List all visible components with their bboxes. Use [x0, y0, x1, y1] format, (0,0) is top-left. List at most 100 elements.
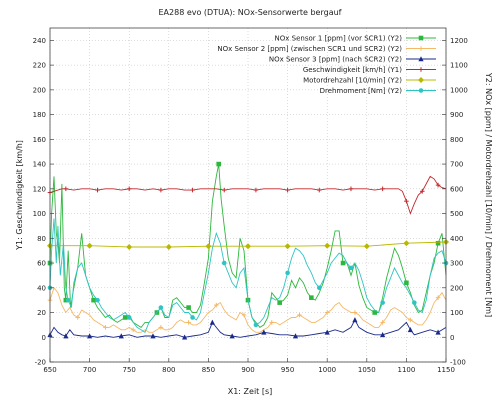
data-point [269, 320, 275, 325]
data-point [340, 260, 346, 266]
data-point [103, 325, 108, 330]
x-tick-label: 1000 [318, 366, 336, 374]
x-tick-label: 1050 [358, 366, 376, 374]
y-right-tick-label: 600 [450, 185, 463, 193]
data-point [229, 333, 235, 339]
x-tick-label: 650 [43, 366, 56, 374]
data-point [412, 300, 417, 305]
data-point [190, 315, 195, 320]
data-point [158, 325, 164, 330]
data-point [380, 320, 385, 325]
data-point [126, 243, 133, 250]
data-point [309, 295, 314, 300]
series-2 [47, 317, 447, 340]
y-right-tick-label: 500 [450, 210, 463, 218]
data-point [372, 310, 378, 315]
grid [49, 28, 447, 363]
y-right-axis-title: Y2: NOx [ppm] / Motordrehzahl [10/min] /… [484, 72, 493, 317]
data-point [435, 240, 441, 246]
y-left-tick-label: 140 [33, 161, 46, 169]
data-point [122, 315, 128, 320]
y-left-tick-label: 100 [33, 210, 46, 218]
data-point [292, 333, 299, 339]
data-point [404, 198, 409, 204]
data-point [126, 186, 132, 192]
legend-label: NOx Sensor 1 [ppm] (vor SCR1) (Y2) [275, 35, 403, 43]
data-point [87, 333, 93, 339]
y-left-tick-label: 40 [37, 284, 46, 292]
data-point [190, 187, 195, 193]
series-line [49, 218, 447, 333]
y-left-tick-label: 80 [37, 235, 46, 243]
series-4 [47, 239, 449, 250]
data-point [158, 305, 164, 310]
y-left-tick-label: 20 [37, 309, 46, 317]
legend-label: NOx Sensor 2 [ppm] (zwischen SCR1 und SC… [217, 45, 402, 53]
data-point [165, 243, 172, 250]
data-point [261, 329, 267, 335]
data-point [214, 302, 219, 308]
x-tick-label: 750 [123, 366, 136, 374]
y-right-tick-label: 100 [450, 309, 463, 317]
data-point [91, 297, 96, 303]
data-point [209, 319, 215, 325]
legend-label: NOx Sensor 3 [ppm] (nach SCR2) (Y2) [269, 56, 402, 64]
legend-label: Drehmoment [Nm] (Y2) [320, 87, 403, 95]
data-point [324, 242, 331, 249]
legend-swatch-marker [418, 46, 424, 51]
y-left-tick-label: -20 [35, 359, 46, 367]
data-point [348, 186, 354, 192]
data-point [126, 315, 132, 320]
legend-label: Geschwindigkeit [km/h] (Y1) [303, 66, 402, 74]
legend-swatch-marker [418, 77, 424, 83]
y-left-tick-label: 60 [37, 260, 46, 268]
data-point [63, 186, 69, 192]
y-left-tick-label: 220 [33, 62, 46, 70]
y-left-tick-label: 0 [42, 334, 46, 342]
data-point [285, 187, 290, 193]
series-line [49, 286, 447, 333]
data-point [65, 297, 71, 303]
tick-layer: 650 700 750 800 850 900 950 1000 1050 1100 1150-20… [33, 37, 468, 374]
data-point [316, 285, 322, 291]
data-point [404, 280, 409, 286]
data-point [352, 310, 358, 315]
legend-swatch-marker [418, 67, 424, 72]
y-right-tick-label: 800 [450, 136, 463, 144]
data-point [348, 265, 354, 271]
y-right-tick-label: 400 [450, 235, 463, 243]
data-point [186, 305, 191, 310]
y-left-axis-title: Y1: Geschwindigkeit [km/h] [15, 140, 24, 251]
y-right-tick-label: 300 [450, 260, 463, 268]
y-right-tick-label: -100 [450, 359, 466, 367]
data-point [75, 315, 81, 320]
series-line [49, 318, 447, 338]
data-point [253, 322, 259, 328]
series-5 [47, 218, 449, 333]
data-point [380, 331, 386, 338]
y-right-tick-label: 900 [450, 111, 463, 119]
data-point [403, 240, 410, 247]
y-left-tick-label: 200 [33, 86, 46, 94]
series-3 [47, 175, 447, 215]
data-point [86, 242, 93, 249]
y-right-tick-label: 1100 [450, 62, 468, 70]
data-point [241, 312, 247, 318]
data-point [63, 333, 69, 339]
data-point [435, 182, 441, 188]
y-right-tick-label: 700 [450, 161, 463, 169]
y-left-tick-label: 120 [33, 185, 46, 193]
data-point [380, 186, 385, 192]
data-point [63, 297, 69, 303]
series-line [49, 175, 447, 215]
data-point [435, 329, 441, 335]
data-point [186, 320, 191, 325]
x-tick-label: 700 [83, 366, 96, 374]
data-point [363, 243, 370, 250]
y-right-tick-label: 200 [450, 284, 463, 292]
series-1 [47, 286, 447, 333]
legend-swatch-marker [418, 35, 424, 41]
x-tick-label: 950 [281, 366, 294, 374]
y-right-tick-label: 1000 [450, 86, 468, 94]
